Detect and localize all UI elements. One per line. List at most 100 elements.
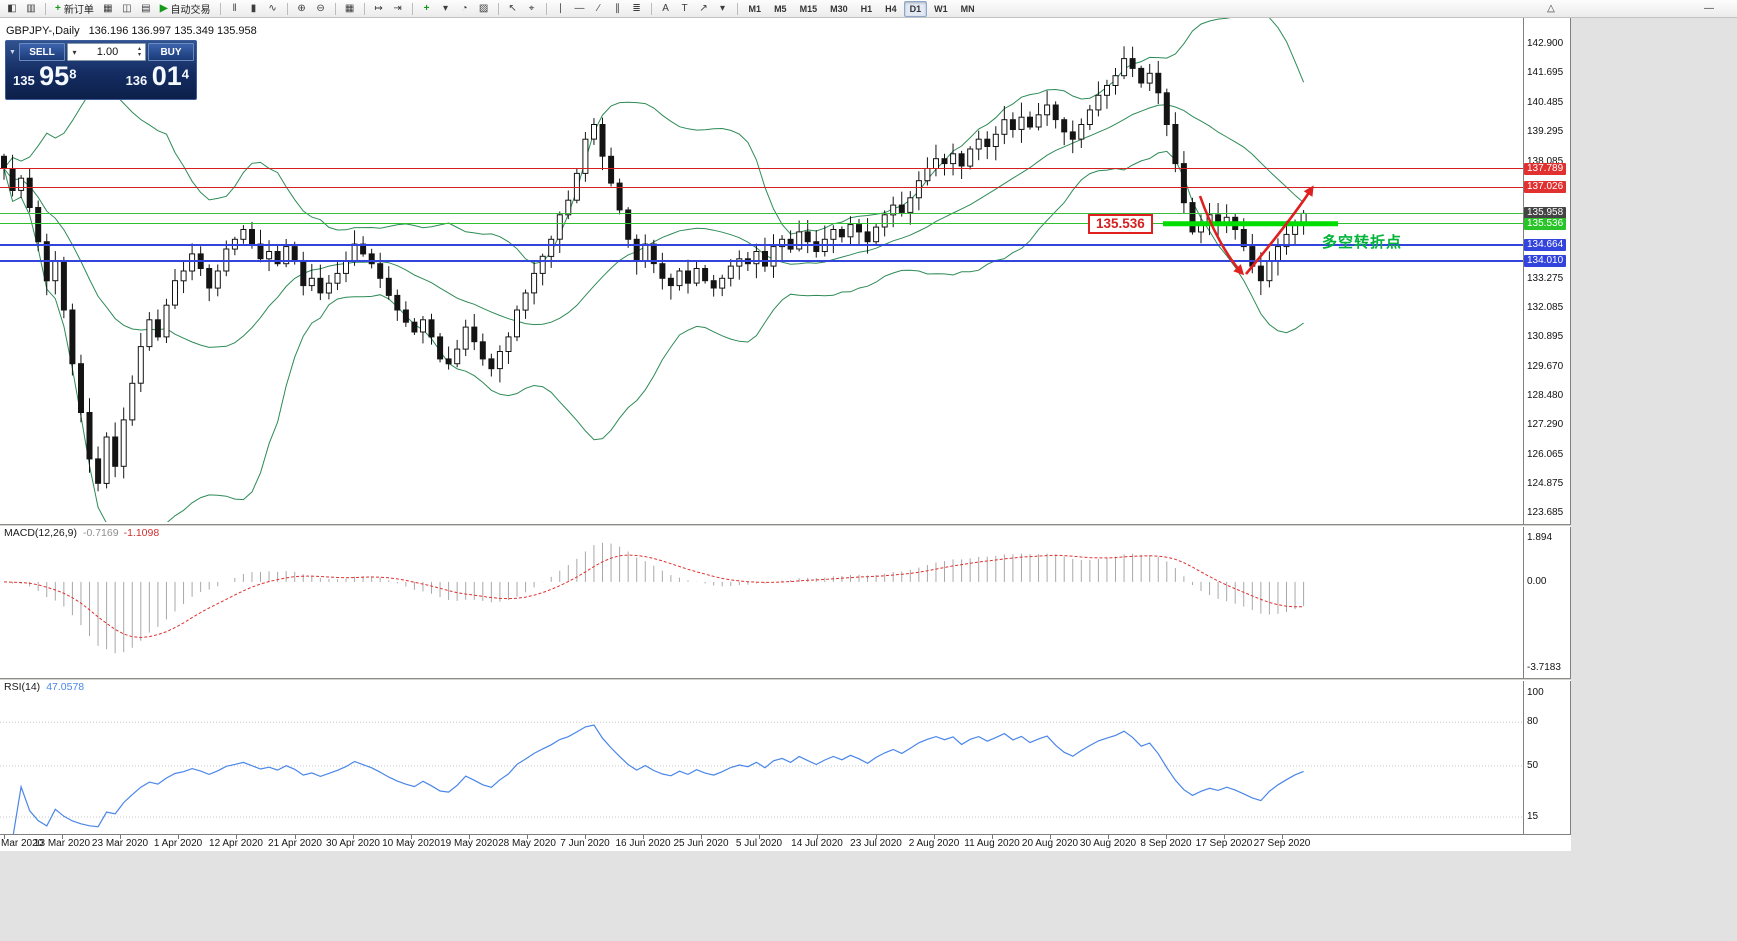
label-button[interactable]: T	[681, 2, 688, 14]
scroll-to-latest-button[interactable]: △	[1547, 2, 1555, 14]
drawing-objects[interactable]	[0, 168, 1523, 276]
buy-button[interactable]: BUY	[148, 43, 194, 61]
time-axis-tick	[295, 835, 296, 839]
bollinger-bands	[3, 18, 1305, 522]
time-axis-tick	[876, 835, 877, 839]
new-order-button[interactable]: + 新订单	[55, 2, 94, 16]
line-chart-button[interactable]: ∿	[268, 2, 277, 14]
volume-up-button[interactable]: ▴	[137, 46, 141, 52]
profiles-button[interactable]: ▥	[26, 2, 36, 14]
zoom-in-button[interactable]: ⊕	[297, 2, 306, 14]
toolbar-separator	[45, 2, 46, 15]
buy-price-display[interactable]: 136 014	[126, 59, 189, 93]
volume-value: 1.00	[96, 46, 119, 58]
time-axis-tick	[1108, 835, 1109, 839]
data-window-button[interactable]: ◫	[122, 2, 132, 14]
timeframe-w1-button[interactable]: W1	[934, 3, 948, 14]
indicators-button[interactable]: +	[423, 2, 430, 14]
arrow-tools-button[interactable]: ↗	[699, 2, 708, 14]
date-axis-label: 28 May 2020	[498, 838, 556, 849]
date-axis-label: Mar 2020	[1, 838, 44, 849]
macd-axis-label: 1.894	[1527, 532, 1553, 543]
price-axis-label: 134.010	[1524, 255, 1567, 267]
bar-chart-button[interactable]: ‖	[232, 2, 237, 14]
text-button[interactable]: A	[662, 2, 669, 14]
macd-title: MACD(12,26,9) -0.7169 -1.1098	[4, 527, 159, 539]
fibonacci-button[interactable]: ≣	[632, 2, 641, 14]
chart-shift-button[interactable]: ⇥	[393, 2, 402, 14]
timeframe-m30-button[interactable]: M30	[830, 3, 848, 14]
chart-canvas[interactable]	[0, 18, 1523, 834]
time-axis-tick	[934, 835, 935, 839]
one-click-collapse-button[interactable]: ▼	[9, 48, 16, 56]
tile-windows-button[interactable]: ▦	[344, 2, 355, 14]
crosshair-button[interactable]: ⌖	[528, 2, 535, 14]
sell-price-display[interactable]: 135 958	[13, 59, 76, 93]
volume-down-button[interactable]: ▾	[137, 52, 141, 58]
timeframe-m15-button[interactable]: M15	[799, 3, 818, 14]
annotation-text-object[interactable]: 多空转折点	[1322, 234, 1403, 251]
sell-button[interactable]: SELL	[19, 43, 65, 61]
one-click-price-row: 135 958 136 014	[6, 59, 196, 93]
zoom-out-button[interactable]: ⊖	[316, 2, 325, 14]
time-axis-tick	[701, 835, 702, 839]
minimize-window-button[interactable]: —	[1704, 2, 1714, 14]
objects-dropdown[interactable]: ▾	[720, 2, 726, 14]
date-axis-label: 14 Jul 2020	[791, 838, 843, 849]
macd-panel-splitter[interactable]	[0, 524, 1571, 527]
candlestick-chart-button[interactable]: ▮	[250, 2, 257, 14]
date-axis-label: 13 Mar 2020	[33, 838, 91, 849]
time-axis-tick	[585, 835, 586, 839]
date-axis-label: 11 Aug 2020	[964, 838, 1020, 849]
vertical-line-button[interactable]: ∣	[558, 2, 564, 14]
time-axis-tick	[120, 835, 121, 839]
price-axis-label: 140.485	[1527, 97, 1564, 108]
auto-trading-button[interactable]: ▶ 自动交易	[159, 2, 211, 16]
timeframe-m1-button[interactable]: M1	[748, 3, 762, 14]
indicators-dropdown[interactable]: ▾	[443, 2, 449, 14]
date-axis-label: 30 Apr 2020	[326, 838, 380, 849]
toolbar-items: ◧ ▥ + 新订单 ▦ ◫ ▤ ▶ 自动交易 ‖ ▮ ∿ ⊕ ⊖ ▦ ↦ ⇥ + ▾ ◔ ▨ ↖ ⌖ ∣ ― ∕ ∥ ≣ A T ↗ ▾ M1 M…	[3, 0, 981, 17]
volume-field[interactable]: ▾ 1.00 ▴ ▾	[67, 43, 146, 61]
price-axis[interactable]: 142.900 141.695 140.485 139.295 138.085 137.7…	[1523, 18, 1570, 834]
timeframe-h1-button[interactable]: H1	[860, 3, 873, 14]
horizontal-line-button[interactable]: ―	[574, 2, 585, 14]
date-axis-label: 10 May 2020	[382, 838, 440, 849]
terminal-button[interactable]: ▤	[141, 2, 151, 14]
cursor-button[interactable]: ↖	[508, 2, 517, 14]
new-chart-button[interactable]: ◧	[7, 2, 17, 14]
main-toolbar: ◧ ▥ + 新订单 ▦ ◫ ▤ ▶ 自动交易 ‖ ▮ ∿ ⊕ ⊖ ▦ ↦ ⇥ + ▾ ◔ ▨ ↖ ⌖ ∣ ― ∕ ∥ ≣ A T ↗ ▾ M1 M…	[0, 0, 1737, 18]
time-axis-tick	[1050, 835, 1051, 839]
timeframe-d1-button[interactable]: D1	[903, 0, 928, 17]
periods-button[interactable]: ◔	[461, 2, 468, 14]
channel-button[interactable]: ∥	[615, 2, 621, 14]
date-axis-label: 16 Jun 2020	[615, 838, 671, 849]
date-axis-label: 27 Sep 2020	[1253, 838, 1311, 849]
toolbar-separator	[650, 2, 652, 15]
volume-spinner: ▴ ▾	[134, 46, 145, 58]
volume-dropdown-icon[interactable]: ▾	[72, 47, 77, 57]
date-axis-label: 1 Apr 2020	[153, 838, 203, 849]
auto-scroll-button[interactable]: ↦	[374, 2, 383, 14]
price-axis-label: 129.670	[1527, 361, 1564, 372]
sell-price-sup: 8	[69, 66, 77, 82]
price-axis-label: 127.290	[1527, 419, 1564, 430]
market-watch-button[interactable]: ▦	[103, 2, 113, 14]
date-axis-label: 2 Aug 2020	[908, 838, 960, 849]
date-axis-label: 30 Aug 2020	[1079, 838, 1137, 849]
macd-axis-label: 0.00	[1527, 576, 1547, 587]
toolbar-separator	[736, 2, 738, 15]
timeframe-m5-button[interactable]: M5	[774, 3, 787, 14]
up-move-arrow[interactable]	[1245, 185, 1314, 275]
toolbar-right-items: △ —	[1542, 1, 1734, 17]
toolbar-separator	[497, 2, 499, 15]
timeframe-h4-button[interactable]: H4	[885, 3, 897, 14]
price-tag-object[interactable]: 135.536	[1088, 214, 1153, 234]
timeframe-mn-button[interactable]: MN	[960, 3, 975, 14]
chart-window: GBPJPY-,Daily 136.196 136.997 135.349 135…	[0, 18, 1571, 851]
time-axis[interactable]: Mar 2020 13 Mar 2020 23 Mar 2020 1 Apr 2020…	[0, 834, 1571, 851]
trendline-button[interactable]: ∕	[597, 2, 600, 14]
rsi-panel-splitter[interactable]	[0, 678, 1571, 681]
templates-button[interactable]: ▨	[478, 2, 489, 14]
down-move-arrow[interactable]	[1198, 195, 1245, 276]
